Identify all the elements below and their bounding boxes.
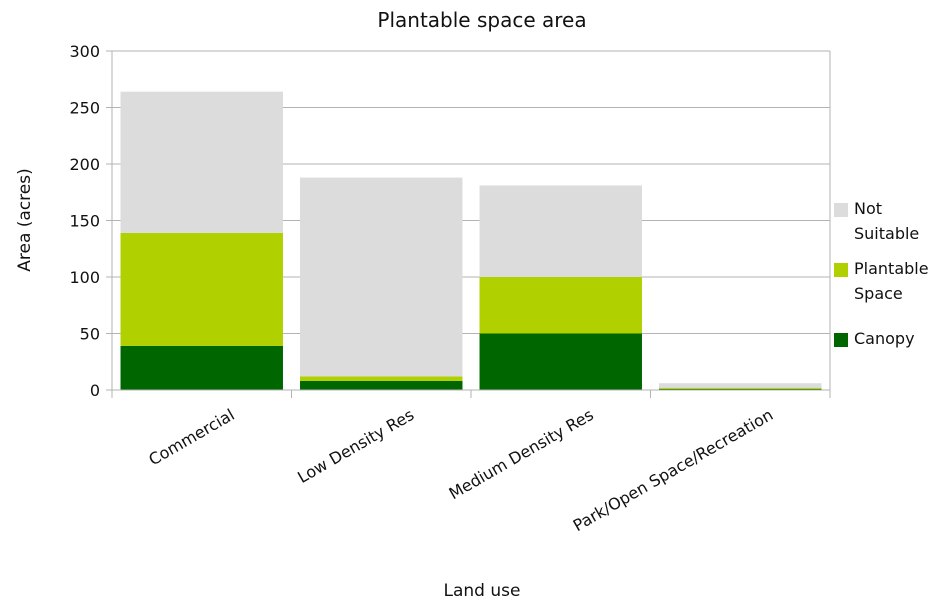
x-category-label: Commercial [145, 405, 237, 469]
bar-segment-plantable-space [479, 277, 642, 334]
bar-segment-not-suitable [120, 91, 283, 233]
bar-segment-canopy [300, 380, 463, 390]
legend-item: Canopy [834, 329, 915, 348]
y-tick-label: 300 [69, 42, 100, 61]
bars [120, 91, 822, 390]
bar-segment-plantable-space [120, 232, 283, 346]
legend-item: Not Suitable [834, 199, 919, 243]
x-axis-label: Land use [444, 581, 521, 601]
legend-label: Not [854, 199, 882, 218]
legend-swatch [834, 203, 848, 217]
y-tick-label: 150 [69, 212, 100, 231]
bar-segment-not-suitable [479, 185, 642, 277]
bar-segment-canopy [120, 345, 283, 390]
legend-label: Canopy [854, 329, 915, 348]
x-category-label: Low Density Res [294, 405, 417, 487]
bar-segment-canopy [659, 388, 822, 390]
legend-swatch [834, 263, 848, 277]
x-category-labels: Commercial Low Density Res Medium Density … [145, 405, 776, 535]
legend-label: Space [854, 284, 903, 303]
legend-swatch [834, 333, 848, 347]
bar-segment-not-suitable [300, 177, 463, 377]
bar-segment-plantable-space [300, 376, 463, 381]
bar-segment-plantable-space [659, 387, 822, 389]
chart-title: Plantable space area [377, 8, 586, 32]
x-category-label: Park/Open Space/Recreation [570, 405, 777, 535]
axes [111, 51, 831, 398]
y-tick-label: 0 [90, 381, 100, 400]
y-tick-label: 50 [80, 325, 100, 344]
legend-label: Suitable [854, 224, 919, 243]
y-tick-label: 200 [69, 155, 100, 174]
y-tick-labels: 0 50 100 150 200 250 300 [69, 42, 100, 400]
x-category-label: Medium Density Res [446, 405, 597, 503]
legend-item: Plantable Space [834, 259, 929, 303]
bar-segment-not-suitable [659, 383, 822, 388]
y-tick-label: 250 [69, 99, 100, 118]
y-axis-label: Area (acres) [15, 168, 35, 272]
legend-label: Plantable [854, 259, 929, 278]
legend: Not Suitable Plantable Space Canopy [834, 199, 929, 348]
bar-segment-canopy [479, 333, 642, 390]
y-tick-label: 100 [69, 268, 100, 287]
